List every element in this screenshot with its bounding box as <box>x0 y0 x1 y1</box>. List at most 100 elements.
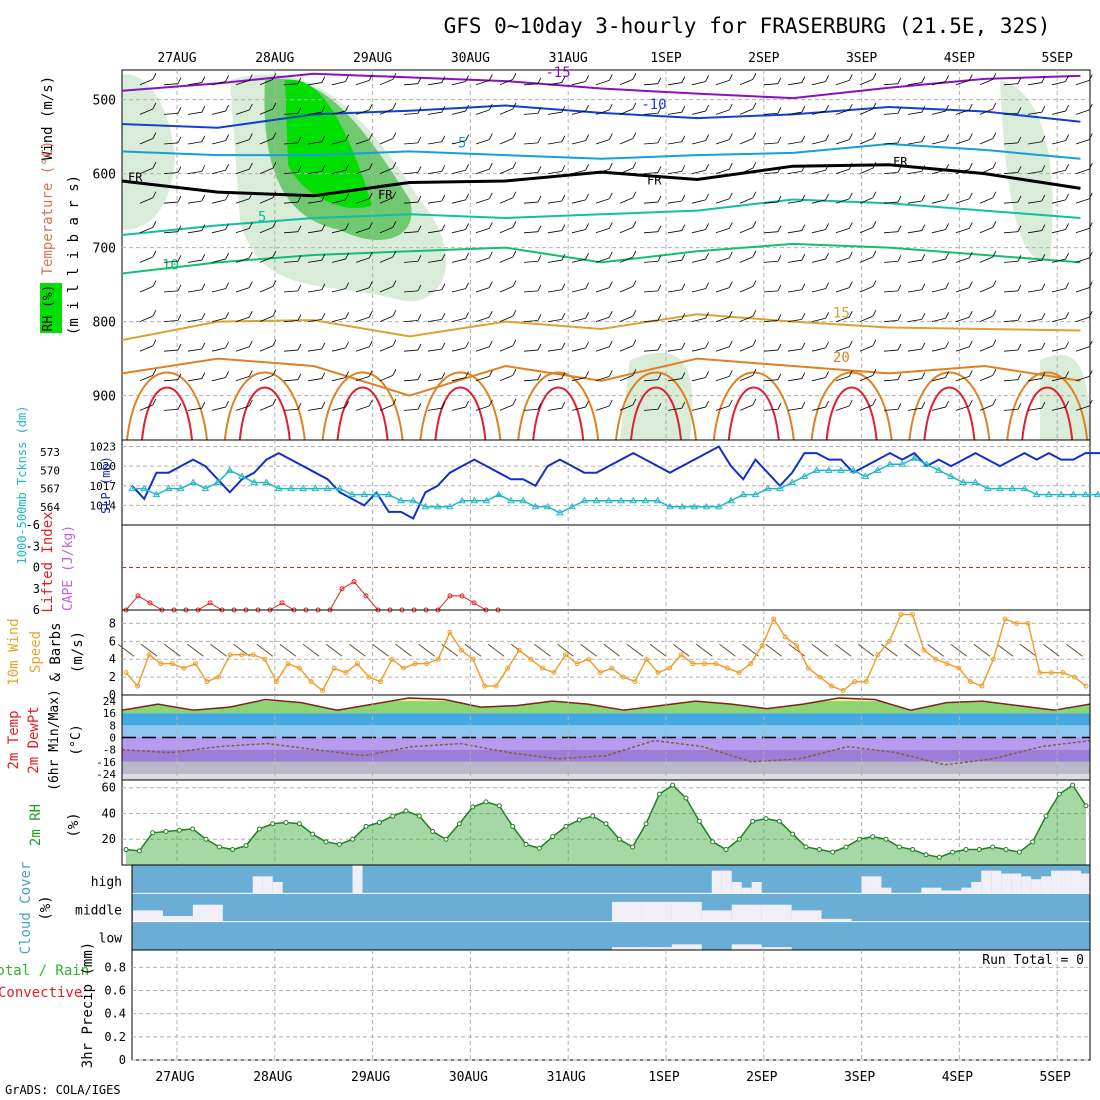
wind-barb <box>272 339 277 346</box>
cloud-bar <box>951 890 962 894</box>
wind-barb <box>739 315 754 322</box>
temperature-arc <box>630 386 682 441</box>
wind-barb <box>595 109 610 115</box>
thickness-marker <box>922 460 931 467</box>
wind-barb <box>475 346 490 352</box>
wind-barb <box>691 347 706 352</box>
cloud-level-label: low <box>99 932 123 947</box>
wind-barb <box>547 289 562 293</box>
wind-barb <box>859 138 874 145</box>
wind-barb <box>897 225 902 232</box>
wind-barb <box>955 198 970 204</box>
wind-barb <box>763 231 778 234</box>
wind-barb <box>739 108 754 115</box>
wind-barb <box>715 80 730 86</box>
rh-marker <box>430 829 436 835</box>
wind-barb <box>979 78 994 86</box>
cape-lifted-index-panel: -6 -3 0 3 6 <box>26 518 1091 617</box>
temperature-arc <box>1021 386 1074 441</box>
wind-barb <box>465 371 469 378</box>
wind-barb <box>547 170 562 174</box>
wind-barb <box>608 74 613 81</box>
wind-barb <box>139 286 154 293</box>
rh-marker <box>723 847 729 853</box>
wind-barb <box>537 343 542 351</box>
wind-barb <box>177 373 182 380</box>
wind-barb <box>705 282 709 289</box>
wind-barb <box>321 401 326 409</box>
wind-speed-marker <box>840 688 846 694</box>
date-label-bottom: 29AUG <box>351 1070 390 1085</box>
wind-barb <box>187 289 202 293</box>
pressure-axis-label: (m i l l i b a r s) <box>66 175 82 335</box>
wind-barb <box>211 317 226 322</box>
thickness-marker <box>507 496 515 504</box>
wind-barb-10m <box>395 643 412 657</box>
wind-barb <box>499 226 514 234</box>
lifted-index-line <box>125 581 498 611</box>
wind-barb <box>283 320 298 322</box>
lifted-index-marker <box>447 593 453 599</box>
wind-barb <box>945 282 949 289</box>
slp-tick-label: 1014 <box>90 499 117 512</box>
thickness-marker <box>837 466 845 473</box>
wind-barb <box>801 194 806 202</box>
wind-barb <box>512 369 517 376</box>
wind-barb <box>1065 223 1069 230</box>
rh-marker <box>870 834 876 840</box>
thickness-marker <box>531 502 540 510</box>
wind-barb <box>848 281 853 288</box>
cloud-background <box>132 865 1090 950</box>
thickness-marker <box>274 484 283 492</box>
wind-barb <box>307 259 322 263</box>
wind-barb <box>728 222 733 229</box>
wind-barb <box>561 401 566 409</box>
wind-barb <box>945 104 949 112</box>
wind-barb <box>1027 407 1042 411</box>
wind-barb <box>201 313 206 320</box>
cloud-bar <box>612 947 642 950</box>
wind-barb <box>848 133 853 140</box>
wind-barb <box>691 140 706 145</box>
cloud-bar <box>1011 873 1022 894</box>
wind-barb <box>283 290 298 293</box>
wind-barb <box>801 165 806 172</box>
wind-barb <box>499 167 514 174</box>
wind-barb <box>931 406 946 411</box>
thickness-tick-label: 573 <box>40 446 60 459</box>
wind-barb <box>345 104 349 112</box>
wind-barb <box>547 230 562 234</box>
wind-barb <box>825 400 829 408</box>
wind-speed-marker <box>551 670 557 676</box>
wind-barb <box>403 83 418 86</box>
wind10m-units: (m/s) <box>70 631 86 673</box>
wind-barb <box>643 290 658 293</box>
wind-barb <box>571 377 586 382</box>
wind-barb <box>177 136 182 144</box>
wind-barb <box>272 369 277 376</box>
wind-speed-marker <box>782 634 788 640</box>
wind-barb <box>368 370 373 377</box>
wind-barb <box>465 223 469 230</box>
wind-barb <box>595 287 610 293</box>
wind-barb <box>201 372 206 379</box>
precip-tick-label: 0 <box>119 1053 126 1067</box>
wind-barb <box>163 83 178 86</box>
lifted-index-marker <box>351 579 357 585</box>
wind-barb <box>705 193 709 201</box>
thickness-line <box>132 457 1100 514</box>
thickness-tick-label: 564 <box>40 501 60 514</box>
wind-barb <box>235 139 250 145</box>
wind-barb <box>848 74 853 81</box>
wind-barb <box>1065 164 1069 171</box>
date-label-bottom: 3SEP <box>844 1070 875 1085</box>
wind-barb <box>187 200 202 204</box>
pressure-tick-label: 700 <box>93 242 116 257</box>
wind-barb <box>441 372 446 379</box>
wind-barb <box>728 311 733 318</box>
wind-speed-marker <box>482 683 488 689</box>
wind-barb <box>992 309 997 317</box>
wind-barb <box>451 288 466 293</box>
wind-speed-marker <box>1014 620 1020 626</box>
wind-barb-10m <box>557 643 574 657</box>
